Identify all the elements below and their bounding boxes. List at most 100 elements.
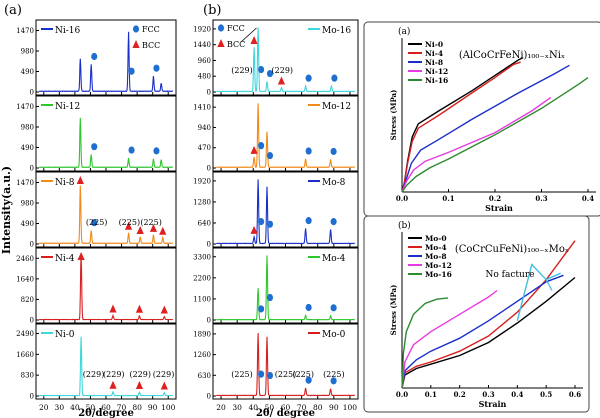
x-tick-label: 80 [313, 403, 323, 412]
fcc-marker [305, 376, 312, 384]
bcc-marker [250, 36, 258, 45]
peak-annotation: (229) [153, 370, 175, 379]
fcc-marker [258, 217, 265, 226]
legend-fcc-label: FCC [142, 25, 160, 34]
series-line [401, 240, 576, 389]
y-axis-label: Stress (MPa) [389, 285, 398, 336]
xrd-pattern-line [38, 117, 174, 169]
legend-bcc-marker [217, 39, 225, 47]
y-tick-label: 940 [198, 124, 211, 132]
xrd-pattern-line [216, 255, 355, 321]
fcc-marker [331, 74, 338, 82]
fcc-marker [266, 293, 274, 302]
legend-label: Mo-16 [322, 26, 351, 36]
fcc-marker [305, 74, 312, 82]
bcc-marker [136, 225, 144, 234]
y-tick-label: 0 [30, 241, 34, 249]
fcc-marker [305, 217, 312, 225]
y-tick-label: 1470 [16, 27, 34, 35]
series-line [401, 61, 521, 193]
y-tick-label: 0 [30, 317, 34, 325]
series-line [401, 274, 564, 389]
y-tick-label: 0 [30, 89, 34, 97]
peak-annotation: (225) [275, 370, 297, 379]
panel-label: (b) [398, 220, 411, 231]
y-tick-label: 1100 [193, 295, 211, 303]
fcc-marker [91, 52, 98, 61]
peak-annotation: (229) [103, 370, 125, 379]
xrd-pattern-line [38, 336, 174, 397]
legend-fcc-label: FCC [227, 24, 245, 33]
y-tick-label: 0 [207, 89, 211, 97]
y-tick-label: 820 [21, 296, 34, 304]
legend-label: Mo-4 [425, 243, 447, 252]
xrd-pattern-line [38, 253, 174, 321]
x-tick-label: 0.0 [396, 194, 408, 203]
fcc-marker [266, 220, 274, 228]
series-line [401, 289, 498, 389]
y-tick-label: 490 [21, 144, 34, 152]
y-tick-label: 830 [21, 372, 34, 380]
panel-label: (a) [4, 3, 22, 18]
legend-bcc-label: BCC [227, 40, 245, 49]
series-line [516, 263, 561, 321]
peak-annotation: (225) [292, 370, 314, 379]
y-tick-label: 960 [198, 57, 211, 65]
legend-label: Ni-4 [425, 49, 443, 58]
xrd-pattern-line [215, 332, 356, 397]
y-axis-label: Stress (MPa) [389, 90, 398, 141]
fcc-marker [266, 371, 274, 380]
x-tick-label: 60 [281, 403, 291, 412]
fcc-marker [128, 146, 135, 154]
bcc-marker [109, 304, 117, 313]
peak-annotation: (225) [86, 218, 108, 227]
bcc-marker [160, 305, 168, 314]
legend-label: Mo-12 [425, 261, 452, 270]
x-tick-label: 70 [117, 403, 127, 412]
x-axis-label: Strain [485, 203, 513, 213]
y-tick-label: 1260 [193, 351, 211, 359]
legend-label: Mo-0 [322, 330, 346, 340]
fcc-marker [330, 377, 337, 385]
fcc-marker [91, 219, 98, 227]
y-tick-label: 480 [198, 73, 211, 81]
legend-label: Ni-12 [425, 67, 448, 76]
peak-annotation: (225) [119, 218, 141, 227]
x-tick-label: 0.4 [582, 194, 594, 203]
y-tick-label: 1640 [16, 275, 34, 283]
legend-pointer-arrow [240, 27, 257, 43]
legend-bcc-label: BCC [142, 41, 160, 50]
xrd-pattern-line [215, 179, 356, 245]
peak-annotation: (225) [231, 370, 253, 379]
x-tick-label: 90 [329, 403, 339, 412]
legend-label: Mo-8 [322, 178, 346, 188]
y-tick-label: 0 [207, 241, 211, 249]
fcc-marker [258, 370, 265, 378]
x-tick-label: 0.0 [396, 390, 408, 399]
fcc-marker [330, 304, 337, 312]
bcc-marker [277, 76, 286, 85]
y-tick-label: 640 [198, 219, 211, 227]
x-tick-label: 30 [232, 403, 242, 412]
x-tick-label: 70 [297, 403, 307, 412]
xrd-pattern-line [38, 185, 174, 245]
x-tick-label: 0.1 [425, 390, 437, 399]
y-tick-label: 1470 [16, 103, 34, 111]
x-tick-label: 0.6 [569, 390, 581, 399]
bcc-marker [160, 381, 168, 390]
y-tick-label: 1470 [16, 179, 34, 187]
x-tick-label: 100 [343, 403, 358, 412]
x-tick-label: 80 [132, 403, 142, 412]
x-tick-label: 0.3 [482, 390, 494, 399]
bcc-marker [135, 381, 144, 390]
fcc-marker [266, 69, 274, 78]
bcc-marker [135, 304, 144, 313]
y-tick-label: 1660 [16, 351, 34, 359]
peak-annotation: (229) [231, 66, 253, 75]
x-axis-label: Strain [479, 399, 507, 409]
y-axis-label: Intensity(a.u.) [0, 166, 13, 254]
panel-label: (b) [203, 3, 221, 18]
y-tick-label: 2490 [16, 330, 34, 338]
legend-label: Ni-8 [425, 58, 443, 67]
